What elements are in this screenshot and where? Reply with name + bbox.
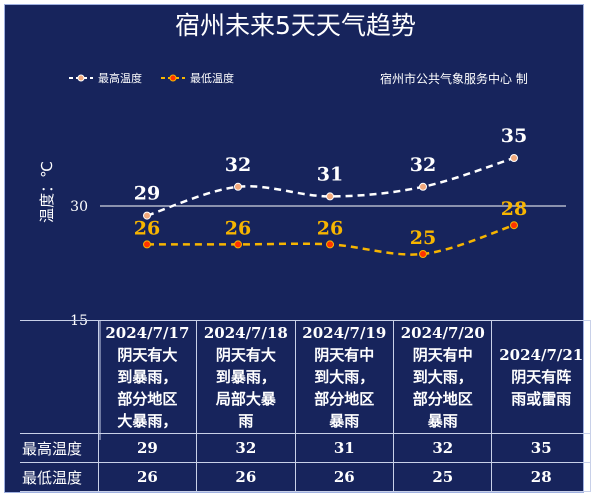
point-high <box>143 211 151 220</box>
table-corner <box>20 320 99 434</box>
high-row: 最高温度 29 32 31 32 35 <box>20 433 591 463</box>
day-cell-1: 2024/7/17 阴天有大 到暴雨， 部分地区 大暴雨， <box>97 320 198 434</box>
data-label-low: 28 <box>501 198 527 220</box>
condition-line: 大暴雨， <box>117 412 178 430</box>
legend: 最高温度 最低温度 <box>68 70 234 86</box>
condition-line: 到暴雨， <box>215 368 276 386</box>
condition-line: 部分地区 <box>314 390 375 408</box>
high-value: 31 <box>294 433 395 463</box>
point-low <box>419 250 427 258</box>
high-value: 35 <box>491 433 591 463</box>
credit-text: 宿州市公共气象服务中心 制 <box>380 72 528 86</box>
y-tick-label: 30 <box>70 199 88 215</box>
chart-title: 宿州未来5天天气趋势 <box>175 11 416 40</box>
date-label: 2024/7/17 <box>105 324 190 342</box>
condition-line: 局部大暴 <box>215 390 276 408</box>
point-high <box>419 182 427 191</box>
condition-line: 到暴雨， <box>117 368 178 386</box>
data-label-high: 31 <box>317 163 343 185</box>
point-high <box>234 182 242 191</box>
condition-line: 阴天有大 <box>215 346 276 364</box>
legend-low-label: 最低温度 <box>190 72 234 85</box>
high-value: 29 <box>97 433 198 463</box>
condition-line: 雨 <box>238 412 254 430</box>
data-label-low: 25 <box>410 227 436 249</box>
low-value: 26 <box>294 462 395 492</box>
low-value: 26 <box>97 462 198 492</box>
date-label: 2024/7/20 <box>400 324 485 342</box>
legend-low-swatch <box>161 74 185 82</box>
point-low <box>143 240 151 249</box>
high-value: 32 <box>196 433 296 463</box>
low-value: 26 <box>196 462 296 492</box>
condition-line: 到大雨， <box>314 368 375 386</box>
condition-line: 暴雨 <box>427 412 458 430</box>
high-row-label: 最高温度 <box>20 433 99 463</box>
legend-low: 最低温度 <box>160 70 234 86</box>
legend-high-label: 最高温度 <box>98 72 142 85</box>
point-high <box>510 154 518 162</box>
day-cell-5: 2024/7/21 阴天有阵 雨或雷雨 <box>491 320 591 434</box>
data-label-high: 32 <box>410 154 436 176</box>
condition-line: 暴雨 <box>329 412 360 430</box>
high-value: 32 <box>393 433 493 463</box>
date-label: 2024/7/19 <box>302 324 387 342</box>
condition-line: 到大雨， <box>412 368 473 386</box>
condition-line: 阴天有中 <box>412 346 473 364</box>
day-cell-3: 2024/7/19 阴天有中 到大雨， 部分地区 暴雨 <box>294 320 395 434</box>
point-low <box>326 240 334 249</box>
condition-line: 部分地区 <box>412 390 473 408</box>
date-label: 2024/7/21 <box>499 346 584 364</box>
day-cell-4: 2024/7/20 阴天有中 到大雨， 部分地区 暴雨 <box>393 320 493 434</box>
low-value: 28 <box>491 462 591 492</box>
condition-line: 阴天有中 <box>314 346 375 364</box>
series-line-high <box>146 156 515 217</box>
point-low <box>234 240 242 249</box>
point-high <box>326 192 334 201</box>
low-value: 25 <box>393 462 493 492</box>
point-low <box>510 221 518 230</box>
conditions-row: 2024/7/17 阴天有大 到暴雨， 部分地区 大暴雨， 2024/7/18 … <box>20 320 591 434</box>
low-row-label: 最低温度 <box>20 462 99 492</box>
data-label-low: 26 <box>225 217 251 239</box>
low-row: 最低温度 26 26 26 25 28 <box>20 462 591 492</box>
condition-line: 阴天有大 <box>117 346 178 364</box>
data-label-low: 26 <box>317 217 343 239</box>
condition-line: 部分地区 <box>117 390 178 408</box>
y-axis-label: 温度：℃ <box>38 161 56 223</box>
legend-high-swatch <box>69 74 93 82</box>
date-label: 2024/7/18 <box>203 324 288 342</box>
condition-line: 雨或雷雨 <box>511 390 572 408</box>
data-label-high: 29 <box>134 183 160 205</box>
condition-line: 阴天有阵 <box>511 368 572 386</box>
day-cell-2: 2024/7/18 阴天有大 到暴雨， 局部大暴 雨 <box>196 320 296 434</box>
forecast-table: 2024/7/17 阴天有大 到暴雨， 部分地区 大暴雨， 2024/7/18 … <box>20 320 591 492</box>
data-label-low: 26 <box>134 217 160 239</box>
data-label-high: 35 <box>501 125 527 147</box>
data-label-high: 32 <box>225 154 251 176</box>
legend-high: 最高温度 <box>68 70 142 86</box>
